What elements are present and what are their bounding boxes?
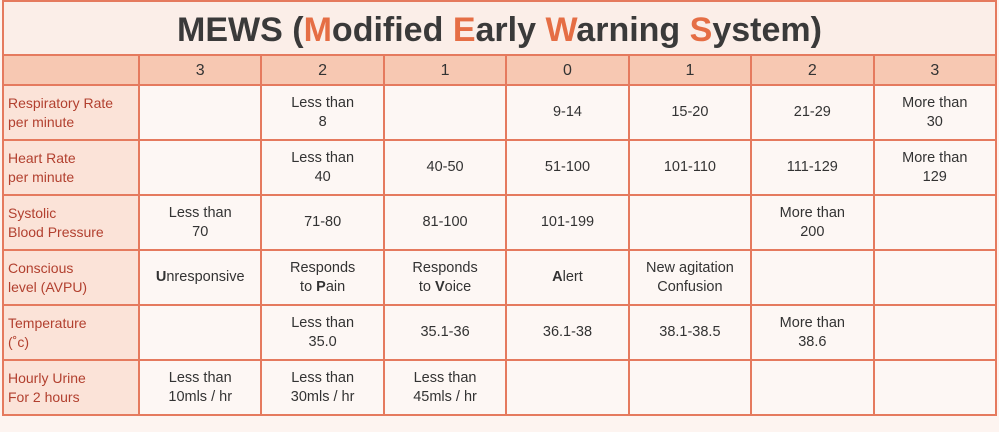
cell: 101-199: [505, 194, 630, 251]
cell: 35.1-36: [382, 304, 508, 361]
row: Respiratory Rate per minute Less than 8 9-…: [2, 84, 998, 141]
empty-cell: [872, 249, 998, 306]
cell: 81-100: [382, 194, 508, 251]
empty-cell: [627, 359, 753, 416]
empty-cell: [505, 359, 630, 416]
cell: Alert: [505, 249, 630, 306]
accent-letter: E: [452, 11, 476, 49]
accent-letter: S: [689, 11, 713, 49]
cell: Less than 8: [260, 84, 385, 141]
row: Conscious level (AVPU) Unresponsive Respon…: [2, 249, 998, 306]
row: Temperature (˚c) Less than 35.0 35.1-36 36.…: [2, 304, 998, 361]
text: nresponsive: [166, 269, 245, 285]
cell: 9-14: [505, 84, 630, 141]
empty-cell: [627, 194, 753, 251]
cell: More than 30: [872, 84, 998, 141]
text: Responds to: [412, 259, 478, 295]
corner: [2, 54, 140, 86]
score-header: 0: [505, 54, 630, 86]
cell: More than 129: [872, 139, 998, 196]
cell: 40-50: [382, 139, 508, 196]
row-label: Hourly Urine For 2 hours: [2, 359, 140, 416]
cell: Less than 40: [260, 139, 385, 196]
cell: Responds to Voice: [382, 249, 508, 306]
bold-letter: V: [434, 278, 445, 295]
row-label: Conscious level (AVPU): [2, 249, 140, 306]
score-header: 1: [627, 54, 753, 86]
cell: Responds to Pain: [260, 249, 385, 306]
bold-letter: P: [316, 278, 326, 295]
cell: Less than 45mls / hr: [382, 359, 508, 416]
text: ystem): [712, 11, 822, 49]
text: ain: [325, 278, 346, 295]
empty-cell: [382, 84, 508, 141]
score-header: 2: [750, 54, 875, 86]
cell: 21-29: [750, 84, 875, 141]
row-label: Heart Rate per minute: [2, 139, 140, 196]
cell: 38.1-38.5: [627, 304, 753, 361]
empty-cell: [137, 304, 263, 361]
empty-cell: [872, 304, 998, 361]
score-header: 1: [382, 54, 508, 86]
cell: New agitation Confusion: [627, 249, 753, 306]
cell: 101-110: [627, 139, 753, 196]
cell: 71-80: [260, 194, 385, 251]
row-label: Respiratory Rate per minute: [2, 84, 140, 141]
score-header: 3: [872, 54, 998, 86]
row: Hourly Urine For 2 hours Less than 10mls …: [2, 359, 998, 416]
bold-letter: A: [552, 269, 563, 285]
bold-letter: U: [155, 269, 167, 285]
row: Heart Rate per minute Less than 40 40-50 51…: [2, 139, 998, 196]
cell: Less than 35.0: [260, 304, 385, 361]
cell: More than 38.6: [750, 304, 875, 361]
text: arning: [576, 11, 690, 49]
mews-table: 3 2 1 0 1 2 3 Respiratory Rate per minute Less t…: [2, 54, 998, 416]
cell: 51-100: [505, 139, 630, 196]
cell: Less than 10mls / hr: [137, 359, 263, 416]
cell: 15-20: [627, 84, 753, 141]
row-label: Temperature (˚c): [2, 304, 140, 361]
text: lert: [562, 269, 583, 285]
cell: 36.1-38: [505, 304, 630, 361]
text: arly: [475, 11, 546, 49]
empty-cell: [872, 194, 998, 251]
score-header: 3: [137, 54, 263, 86]
text: Responds to: [289, 259, 356, 295]
text: oice: [444, 278, 472, 295]
accent-letter: W: [545, 11, 577, 49]
text: odified: [331, 11, 453, 49]
cell: Less than 30mls / hr: [260, 359, 385, 416]
row: Systolic Blood Pressure Less than 70 71-80…: [2, 194, 998, 251]
cell: Less than 70: [137, 194, 263, 251]
title: MEWS (Modified Early Warning System): [2, 0, 997, 54]
score-header: 2: [260, 54, 385, 86]
text: MEWS (: [177, 11, 304, 49]
empty-cell: [750, 249, 875, 306]
empty-cell: [137, 139, 263, 196]
cell: Unresponsive: [137, 249, 263, 306]
row-label: Systolic Blood Pressure: [2, 194, 140, 251]
accent-letter: M: [303, 11, 332, 49]
cell: 111-129: [750, 139, 875, 196]
empty-cell: [750, 359, 875, 416]
cell: More than 200: [750, 194, 875, 251]
empty-cell: [872, 359, 998, 416]
empty-cell: [137, 84, 263, 141]
